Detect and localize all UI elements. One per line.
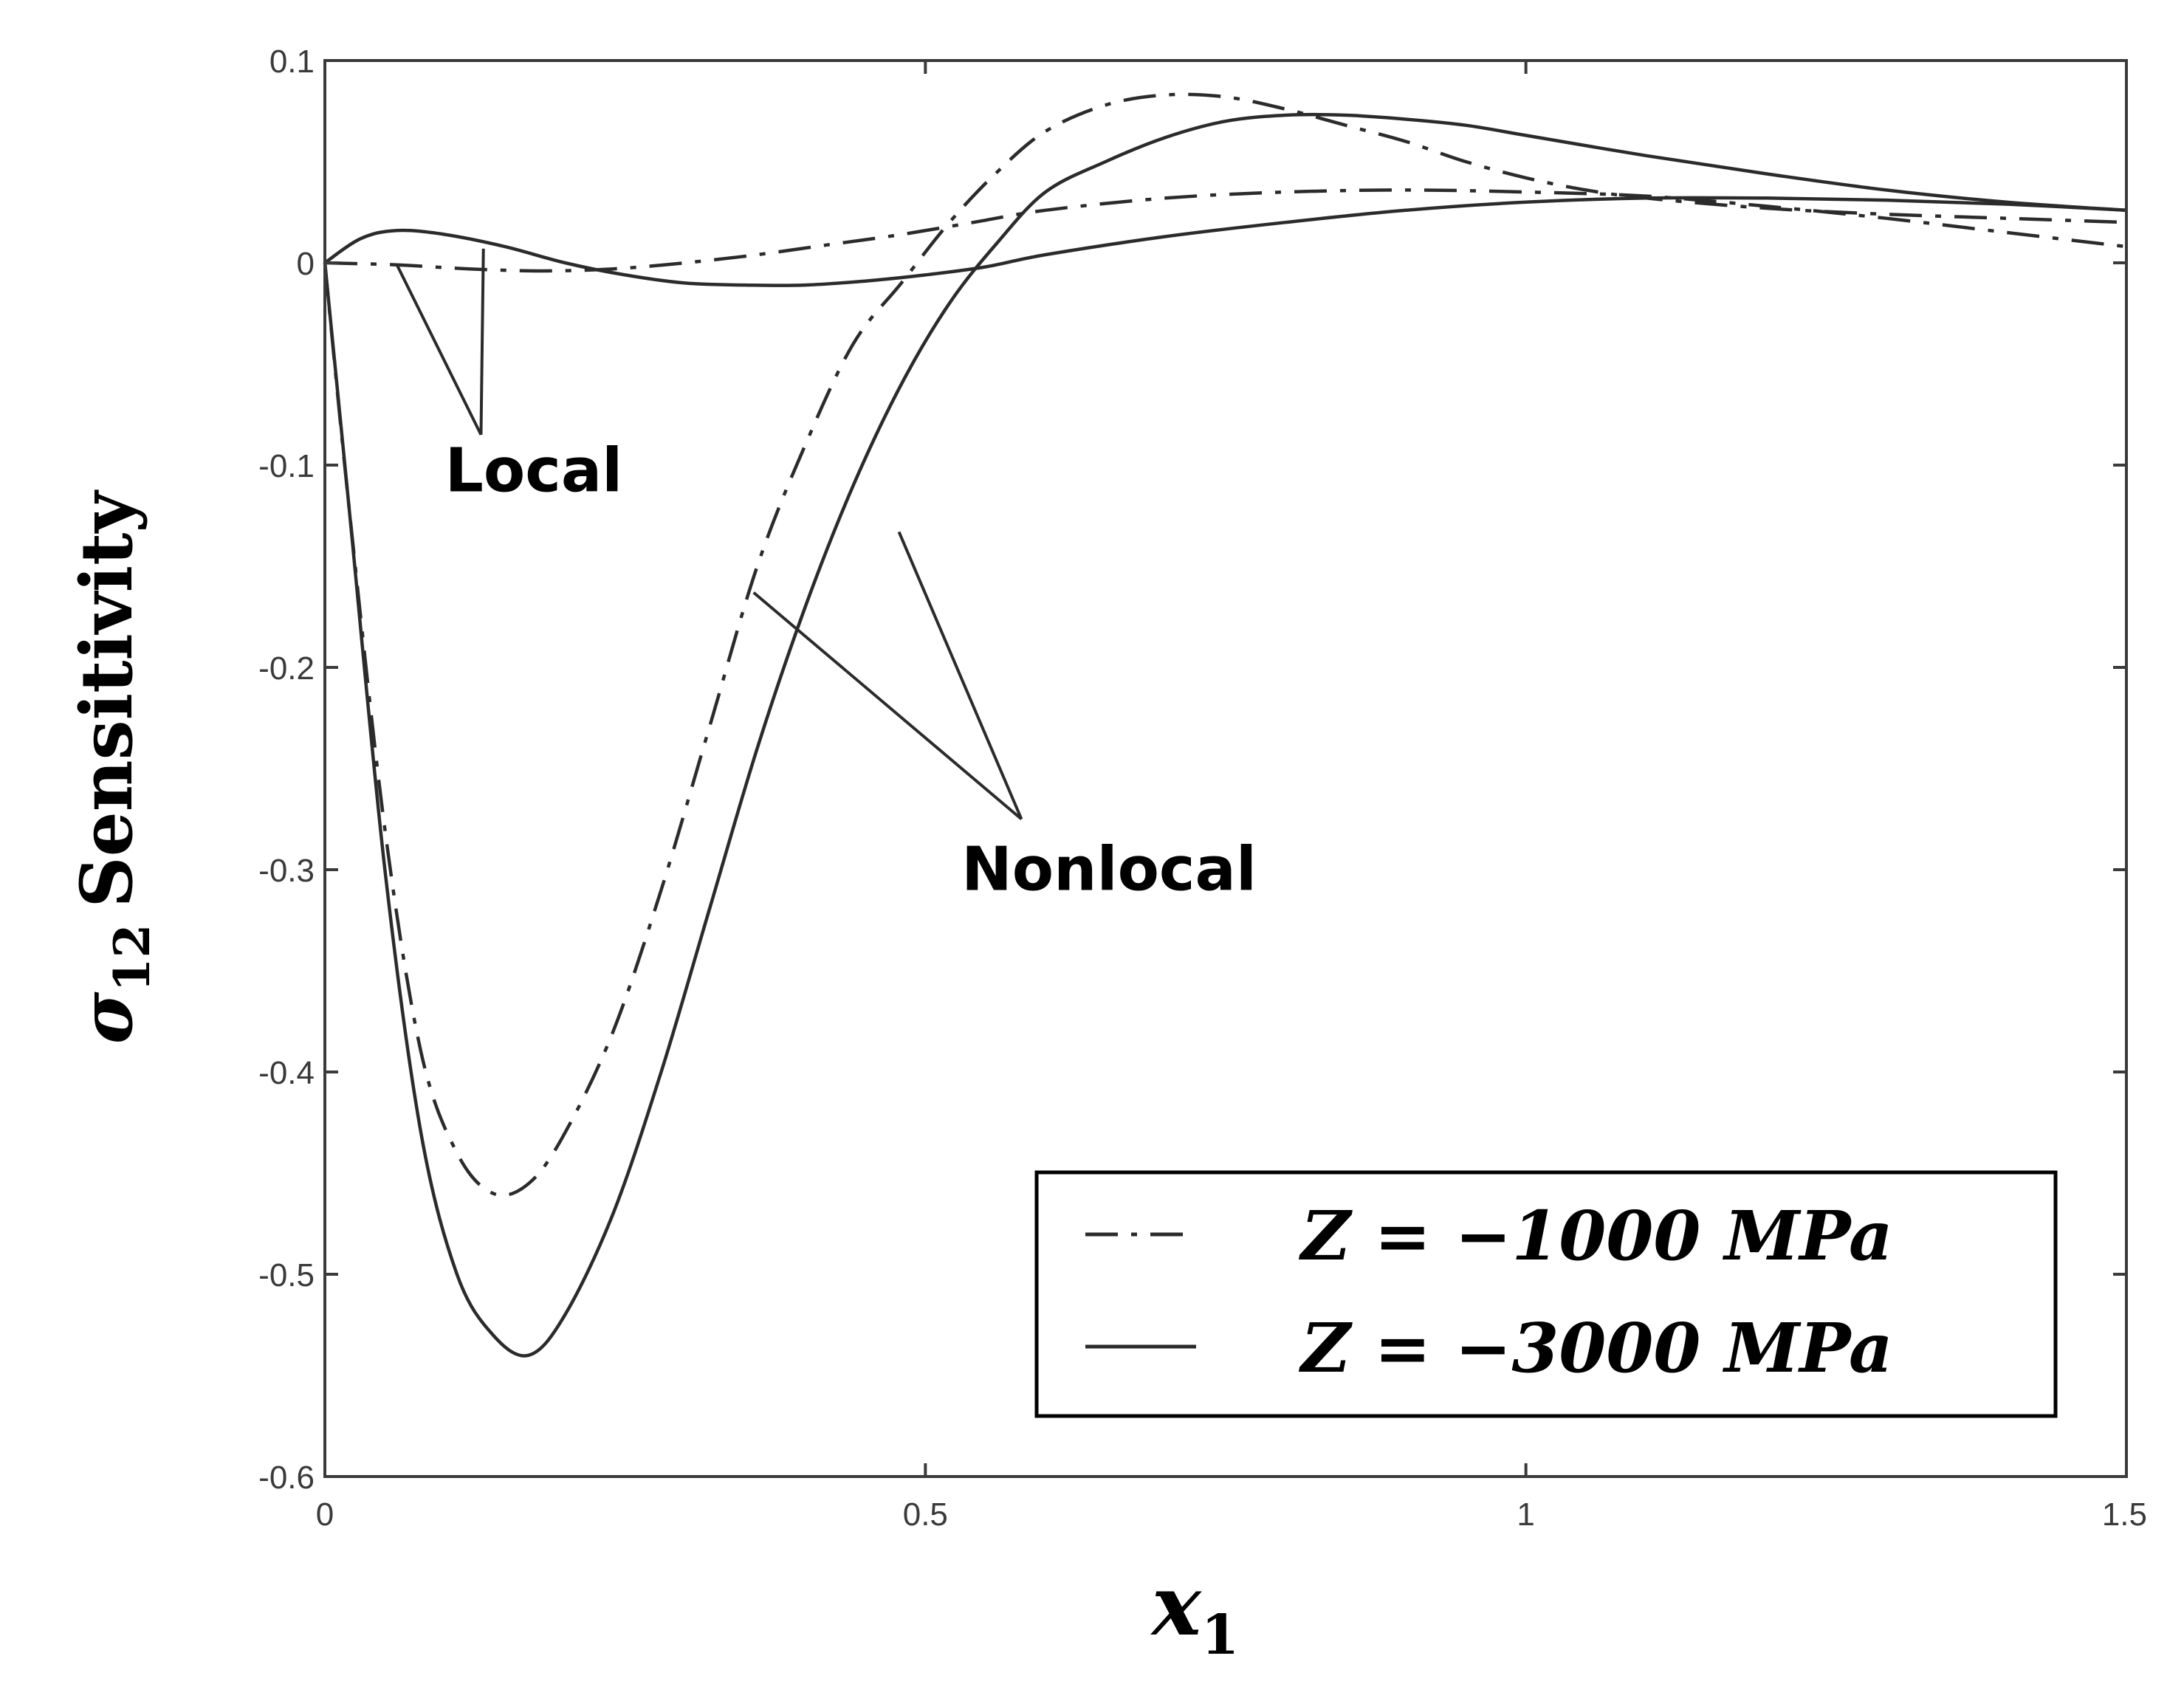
y-tick-label: 0.1 [269, 44, 315, 80]
annotation-pointer-local-0 [395, 264, 483, 436]
annotation-pointer-nonlocal-1 [897, 531, 1023, 820]
x-tick-label: 0 [316, 1496, 334, 1533]
y-tick-label: -0.2 [258, 650, 315, 687]
annotation-layer: Local Nonlocal [395, 248, 1257, 904]
x-axis-label-var: x [1150, 1558, 1202, 1654]
series-line-nonlocal-z3000 [323, 112, 2127, 1358]
y-axis-label-sigma: σ [65, 992, 148, 1044]
plot-frame [323, 59, 2128, 1478]
series-layer [323, 92, 2127, 1358]
legend-box [1034, 1170, 2058, 1418]
annotation-pointer-local-1 [479, 248, 485, 435]
y-axis-label-text: Sensitivity [65, 489, 148, 908]
y-tick-label: -0.4 [258, 1055, 315, 1091]
annotation-pointer-nonlocal-0 [752, 591, 1023, 821]
legend-label-z1000: Z = −1000 MPa [1298, 1196, 1893, 1276]
x-axis-label: x1 [1150, 1558, 1239, 1667]
annotation-label-nonlocal: Nonlocal [961, 834, 1257, 904]
x-axis-label-sub: 1 [1201, 1604, 1240, 1667]
series-line-local-z3000 [323, 196, 2127, 287]
legend-label-z3000: Z = −3000 MPa [1298, 1308, 1893, 1388]
x-tick-label: 0.5 [903, 1496, 948, 1533]
y-tick-label: -0.5 [258, 1257, 315, 1293]
svg-text:σ12Sensitivity: σ12 Sensitivity [65, 489, 161, 1045]
series-line-nonlocal-z1000 [323, 92, 2127, 1197]
x-tick-label: 1 [1517, 1496, 1534, 1533]
y-axis-label-sub: 12 [103, 924, 161, 992]
y-tick-label: -0.1 [258, 448, 315, 484]
y-tick-label: 0 [297, 246, 315, 282]
y-tick-label: -0.6 [258, 1460, 315, 1496]
y-axis-label: σ12 Sensitivity [65, 489, 161, 1045]
tick-layer: 0 0.5 1 1.5 0.1 0 -0.1 -0.2 -0.3 -0.4 -0.5 -0.6 [258, 44, 2147, 1533]
x-tick-label: 1.5 [2102, 1496, 2147, 1533]
legend: Z = −1000 MPa Z = −3000 MPa [1034, 1170, 2058, 1418]
annotation-label-local: Local [445, 436, 623, 506]
y-tick-label: -0.3 [258, 853, 315, 889]
